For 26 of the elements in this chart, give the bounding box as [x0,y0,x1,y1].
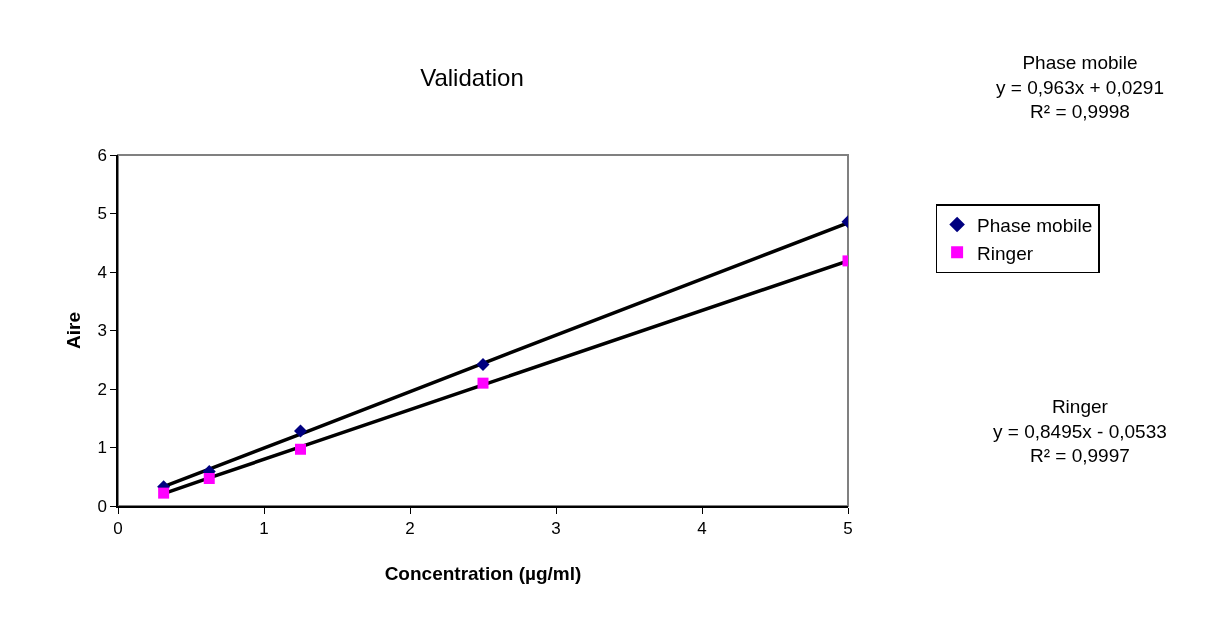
legend-label: Ringer [977,242,1034,264]
y-tick-label: 4 [97,262,107,282]
y-tick-label: 2 [97,379,107,399]
point [203,473,215,485]
x-tick-label: 5 [843,519,853,539]
point [158,487,170,499]
point [295,443,306,455]
y-tick-label: 1 [97,438,107,458]
chart-title: Validation [420,64,524,92]
x-tick-label: 1 [259,519,269,539]
point [477,377,489,389]
x-tick-label: 4 [697,519,707,539]
y-tick-label: 5 [97,204,107,224]
text: Phase mobile y = 0,963x + 0,0291 R² = 0,9998 [996,52,1164,123]
y-tick-label: 3 [97,321,107,341]
x-tick-label: 2 [405,519,415,539]
y-axis-title: Aire [62,312,84,349]
x-axis-title: Concentration (µg/ml) [384,563,582,585]
legend-label: Phase mobile [977,214,1093,236]
x-tick-label: 0 [113,519,123,539]
text: Ringer y = 0,8495x - 0,0533 R² = 0,9997 [993,396,1167,467]
point [294,424,307,438]
y-tick-label: 6 [97,145,107,165]
y-tick-label: 0 [97,496,107,516]
point [476,357,490,371]
x-tick-label: 3 [551,519,561,539]
